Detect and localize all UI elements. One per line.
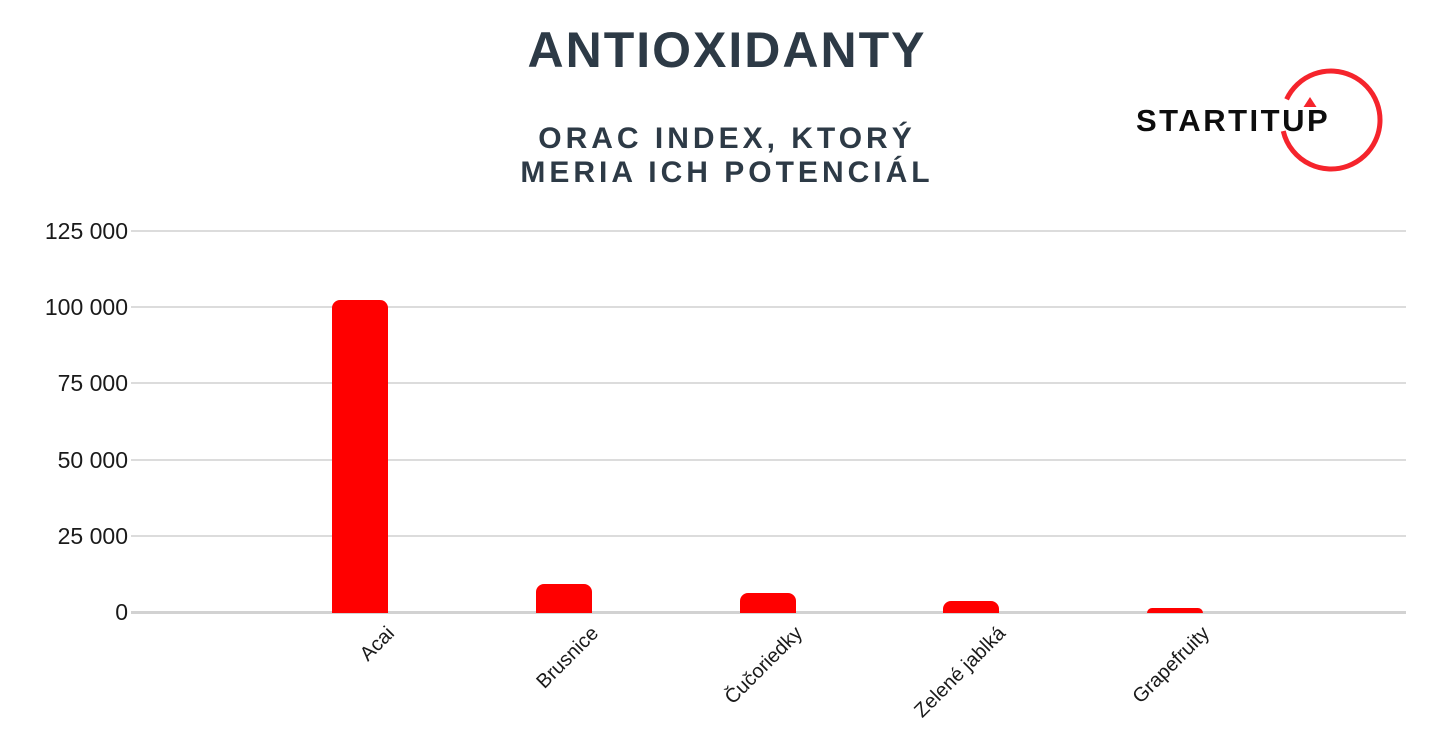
startitup-logo: STARTITUP (1120, 58, 1400, 188)
y-gridline-125000 (131, 230, 1406, 232)
x-axis-label-cucoriedky: Čučoriedky (720, 622, 807, 709)
chart-header: ANTIOXIDANTY ORAC INDEX, KTORÝ MERIA ICH… (14, 24, 1440, 190)
x-axis-label-brusnice: Brusnice (532, 622, 603, 693)
startitup-logo-graphic: STARTITUP (1136, 68, 1383, 172)
y-axis-tick-label-75000: 75 000 (57, 370, 128, 397)
bar-zelene-jablka (943, 601, 1000, 613)
y-axis-tick-label-0: 0 (115, 599, 128, 625)
x-axis-label-zelene-jablka: Zelené jablká (910, 622, 1011, 723)
y-axis-tick-label-50000: 50 000 (57, 446, 128, 473)
y-gridline-50000 (131, 458, 1406, 461)
y-axis-tick-label-125000: 125 000 (44, 218, 128, 244)
bar-grapefruity (1147, 608, 1203, 613)
chart-subtitle: ORAC INDEX, KTORÝ MERIA ICH POTENCIÁL (14, 122, 1440, 190)
page-title: ANTIOXIDANTY (527, 22, 927, 78)
bar-acai (332, 300, 388, 613)
bar-cucoriedky (739, 593, 796, 613)
chart-subtitle-line-1: ORAC INDEX, KTORÝ (538, 122, 916, 155)
y-gridline-75000 (131, 382, 1406, 385)
y-gridline-100000 (131, 306, 1406, 309)
logo-arrow-up-icon (1303, 97, 1317, 107)
y-axis-tick-label-100000: 100 000 (44, 294, 128, 321)
x-axis-label-acai: Acai (355, 622, 399, 666)
chart-subtitle-line-2: MERIA ICH POTENCIÁL (520, 156, 934, 189)
x-axis-label-grapefruity: Grapefruity (1128, 622, 1214, 708)
y-axis-tick-label-25000: 25 000 (57, 522, 128, 549)
logo-text: STARTITUP (1136, 103, 1330, 138)
y-gridline-25000 (131, 534, 1406, 537)
bar-brusnice (535, 584, 592, 613)
logo-ring-icon (1279, 68, 1383, 172)
